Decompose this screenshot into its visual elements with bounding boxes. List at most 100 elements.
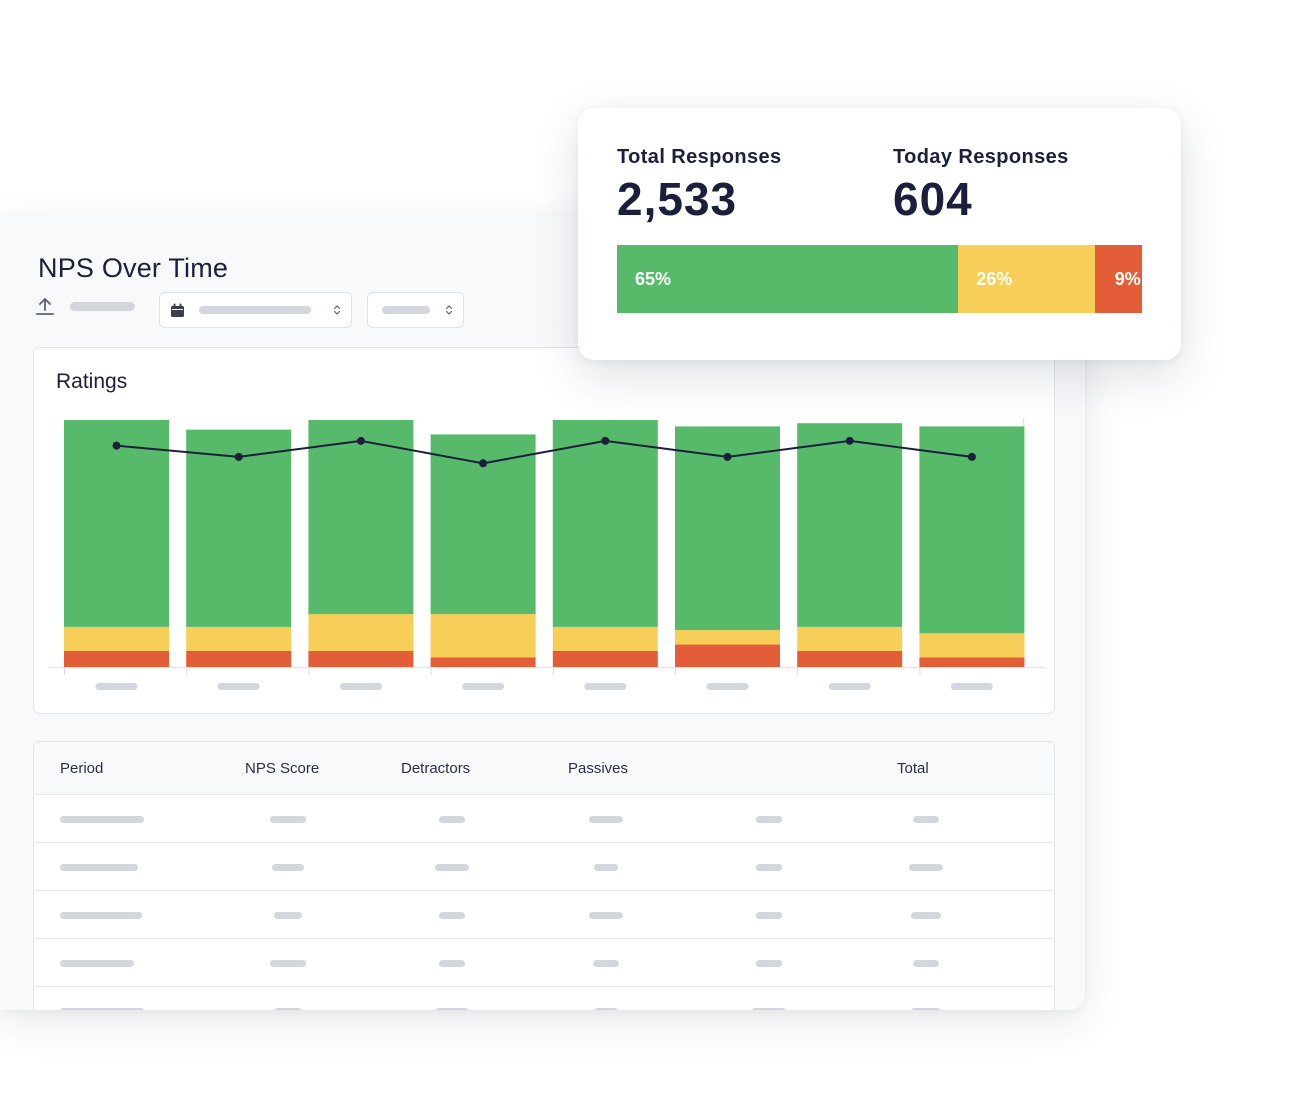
table-row[interactable] [34,939,1054,987]
bar-passives-6[interactable] [675,630,780,645]
table-cell-placeholder [274,912,302,919]
updown-chevron-icon [333,305,341,315]
bar-promoters-2[interactable] [186,429,292,627]
table-cell-placeholder [756,960,782,967]
table-cell-placeholder [435,864,469,871]
bar-detractors-2[interactable] [186,650,292,667]
bar-promoters-3[interactable] [308,420,414,615]
table-header: Period NPS Score Detractors Passives Tot… [34,742,1054,795]
column-header-detractors[interactable]: Detractors [401,760,471,777]
x-tick-label-placeholder [950,683,993,690]
bar-passives-8[interactable] [919,633,1025,658]
bar-passives-7[interactable] [797,626,903,651]
table-cell-placeholder [272,864,304,871]
column-header-total[interactable]: Total [897,760,929,777]
table-cell-placeholder [60,816,144,823]
table-cell-placeholder [439,816,465,823]
page-title: NPS Over Time [38,253,229,283]
bar-promoters-1[interactable] [64,420,169,627]
column-header-nps-score[interactable]: NPS Score [245,760,320,777]
nps-point-7[interactable] [845,436,854,445]
table-cell-placeholder [589,912,623,919]
upload-icon [36,298,54,315]
nps-point-4[interactable] [479,459,488,468]
export-control[interactable] [34,295,135,317]
table-cell-placeholder [913,816,939,823]
promoters-percent: 65% [635,268,672,289]
today-responses-label: Today Responses [893,146,1069,168]
bar-detractors-1[interactable] [64,650,169,667]
table-cell-placeholder [60,864,138,871]
period-placeholder [382,306,430,314]
table-cell-placeholder [909,864,943,871]
table-cell-placeholder [60,960,134,967]
table-cell-placeholder [270,816,306,823]
chart-title: Ratings [56,370,128,393]
table-cell-placeholder [911,1008,941,1010]
bar-promoters-8[interactable] [919,426,1025,634]
calendar-icon [171,303,184,317]
table-row[interactable] [34,843,1054,891]
bar-detractors-6[interactable] [675,644,780,667]
detractors-segment: 9% [1094,245,1142,313]
bar-passives-1[interactable] [64,626,169,651]
export-label-placeholder [70,301,135,311]
x-tick-label-placeholder [462,683,505,690]
nps-table: Period NPS Score Detractors Passives Tot… [33,741,1055,1010]
nps-point-5[interactable] [601,436,610,445]
bar-detractors-4[interactable] [430,657,536,667]
total-responses-value: 2,533 [617,173,738,225]
promoters-segment: 65% [617,245,959,313]
table-cell-placeholder [594,864,618,871]
period-select[interactable] [367,292,464,328]
table-cell-placeholder [593,960,619,967]
table-cell-placeholder [274,1008,302,1010]
table-cell-placeholder [439,960,465,967]
x-tick-label-placeholder [339,683,382,690]
passives-percent: 26% [976,268,1013,289]
bar-passives-2[interactable] [186,626,292,651]
passives-segment: 26% [958,245,1095,313]
nps-point-8[interactable] [967,452,976,461]
table-cell-placeholder [270,960,306,967]
bar-detractors-5[interactable] [552,650,658,667]
nps-point-1[interactable] [112,441,121,450]
nps-trend-line [116,439,973,465]
bar-detractors-3[interactable] [308,650,414,667]
updown-chevron-icon [445,305,453,315]
date-range-placeholder [199,306,311,314]
table-cell-placeholder [913,960,939,967]
table-row[interactable] [34,795,1054,843]
nps-point-6[interactable] [723,452,732,461]
table-cell-placeholder [60,1008,144,1010]
bar-promoters-7[interactable] [797,423,903,627]
detractors-percent: 9% [1114,268,1141,289]
column-header-passives[interactable]: Passives [568,760,629,777]
table-cell-placeholder [756,816,782,823]
table-cell-placeholder [752,1008,786,1010]
table-body [34,795,1054,1010]
bar-detractors-7[interactable] [797,650,903,667]
table-row[interactable] [34,891,1054,939]
bar-detractors-8[interactable] [919,657,1025,667]
date-range-select[interactable] [159,292,352,328]
table-cell-placeholder [911,912,941,919]
bar-passives-4[interactable] [430,614,536,658]
bar-promoters-5[interactable] [552,420,658,627]
today-responses-value: 604 [893,173,973,225]
table-row[interactable] [34,987,1054,1010]
x-tick-label-placeholder [95,683,138,690]
ratings-chart-panel: Ratings [33,347,1055,714]
table-cell-placeholder [435,1008,469,1010]
response-distribution-bar: 65% 26% 9% [617,245,1142,313]
bar-passives-3[interactable] [308,614,414,651]
x-tick-label-placeholder [584,683,627,690]
x-tick-label-placeholder [706,683,749,690]
column-header-period[interactable]: Period [60,760,104,777]
bar-passives-5[interactable] [552,626,658,651]
x-tick-label-placeholder [828,683,871,690]
table-cell-placeholder [756,912,782,919]
nps-point-2[interactable] [234,452,243,461]
table-cell-placeholder [594,1008,618,1010]
nps-point-3[interactable] [356,436,365,445]
